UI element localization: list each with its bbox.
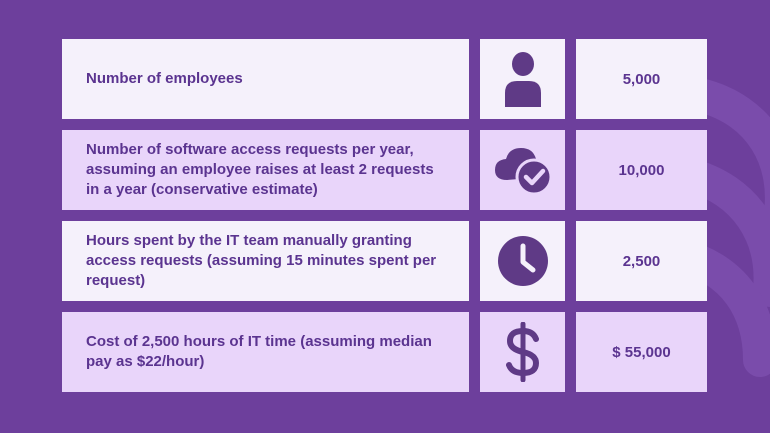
row-value: 2,500 [576, 221, 707, 301]
row-label: Number of software access requests per y… [62, 130, 469, 210]
table-row: Cost of 2,500 hours of IT time (assuming… [62, 312, 707, 392]
table-row: Number of employees 5,000 [62, 39, 707, 119]
table-row: Number of software access requests per y… [62, 130, 707, 210]
row-value: $ 55,000 [576, 312, 707, 392]
row-label: Hours spent by the IT team manually gran… [62, 221, 469, 301]
row-value: 10,000 [576, 130, 707, 210]
row-label: Cost of 2,500 hours of IT time (assuming… [62, 312, 469, 392]
table-row: Hours spent by the IT team manually gran… [62, 221, 707, 301]
cloud-check-icon [480, 130, 565, 210]
person-icon [480, 39, 565, 119]
row-value: 5,000 [576, 39, 707, 119]
row-label: Number of employees [62, 39, 469, 119]
clock-icon [480, 221, 565, 301]
dollar-icon [480, 312, 565, 392]
